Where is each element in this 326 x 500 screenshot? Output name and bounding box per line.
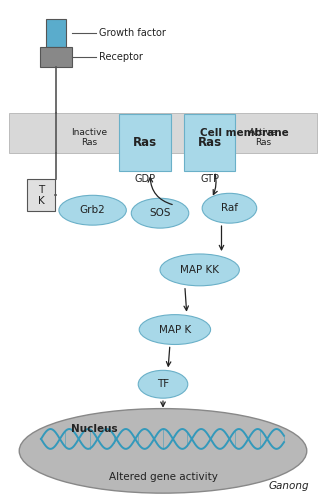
Ellipse shape: [19, 408, 307, 493]
Text: GTP: GTP: [200, 174, 219, 184]
FancyBboxPatch shape: [46, 20, 66, 47]
Text: SOS: SOS: [149, 208, 171, 218]
FancyBboxPatch shape: [119, 114, 171, 172]
Text: Altered gene activity: Altered gene activity: [109, 472, 217, 482]
Text: Nucleus: Nucleus: [71, 424, 117, 434]
FancyBboxPatch shape: [27, 180, 55, 211]
Text: T
K: T K: [38, 184, 44, 206]
Text: Active
Ras: Active Ras: [249, 128, 277, 148]
Text: Grb2: Grb2: [80, 205, 106, 215]
Text: Raf: Raf: [221, 203, 238, 213]
FancyBboxPatch shape: [184, 114, 235, 172]
Text: Ganong: Ganong: [268, 480, 309, 490]
Text: Ras: Ras: [133, 136, 157, 149]
Ellipse shape: [59, 196, 126, 225]
FancyBboxPatch shape: [40, 47, 72, 67]
Text: GDP: GDP: [135, 174, 156, 184]
Ellipse shape: [131, 198, 189, 228]
Ellipse shape: [160, 254, 239, 286]
Ellipse shape: [139, 314, 211, 344]
Text: TF: TF: [157, 379, 169, 389]
Text: Receptor: Receptor: [98, 52, 142, 62]
Text: Inactive
Ras: Inactive Ras: [72, 128, 108, 148]
Text: MAP KK: MAP KK: [180, 265, 219, 275]
Text: Ras: Ras: [198, 136, 222, 149]
Text: Cell membrane: Cell membrane: [200, 128, 289, 138]
Text: MAP K: MAP K: [159, 324, 191, 334]
Text: Growth factor: Growth factor: [98, 28, 165, 38]
FancyBboxPatch shape: [9, 113, 317, 152]
Ellipse shape: [202, 194, 257, 223]
Ellipse shape: [138, 370, 188, 398]
